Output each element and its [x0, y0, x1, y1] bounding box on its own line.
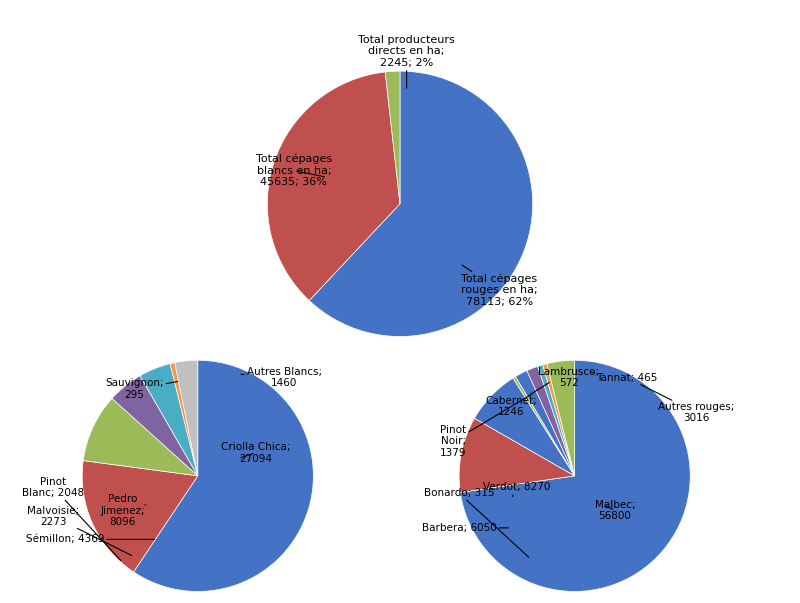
Wedge shape	[83, 399, 198, 476]
Wedge shape	[542, 364, 574, 476]
Wedge shape	[140, 364, 198, 476]
Wedge shape	[515, 371, 574, 476]
Wedge shape	[547, 361, 574, 476]
Text: Total cépages
rouges en ha;
78113; 62%: Total cépages rouges en ha; 78113; 62%	[461, 265, 538, 307]
Wedge shape	[170, 362, 198, 476]
Text: Malbec;
56800: Malbec; 56800	[595, 500, 635, 522]
Text: Cabernet;
1246: Cabernet; 1246	[486, 382, 549, 417]
Text: Malvoisie;
2273: Malvoisie; 2273	[27, 505, 132, 555]
Text: Autres rouges;
3016: Autres rouges; 3016	[641, 385, 734, 423]
Wedge shape	[513, 376, 574, 476]
Wedge shape	[112, 376, 198, 476]
Text: Tannat; 465: Tannat; 465	[591, 372, 658, 383]
Text: Lambrusco;
572: Lambrusco; 572	[538, 367, 599, 388]
Wedge shape	[310, 71, 533, 336]
Text: Sémillon; 4369: Sémillon; 4369	[26, 534, 154, 545]
Wedge shape	[82, 461, 198, 572]
Text: Verdot; 8270: Verdot; 8270	[483, 482, 550, 496]
Text: Barbera; 6050: Barbera; 6050	[422, 523, 508, 533]
Text: Pinot
Blanc; 2048: Pinot Blanc; 2048	[22, 476, 121, 561]
Wedge shape	[474, 378, 574, 476]
Wedge shape	[460, 361, 690, 592]
Wedge shape	[174, 361, 198, 476]
Wedge shape	[385, 71, 400, 204]
Wedge shape	[527, 367, 574, 476]
Text: Criolla Chica;
27094: Criolla Chica; 27094	[221, 442, 290, 464]
Wedge shape	[538, 365, 574, 476]
Text: Autres Blancs;
1460: Autres Blancs; 1460	[241, 367, 322, 388]
Text: Pedro
Jimenez;
8096: Pedro Jimenez; 8096	[100, 494, 146, 527]
Text: Bonardo; 315: Bonardo; 315	[424, 488, 529, 557]
Wedge shape	[134, 361, 314, 592]
Wedge shape	[459, 418, 574, 493]
Wedge shape	[267, 72, 400, 300]
Text: Total producteurs
directs en ha;
2245; 2%: Total producteurs directs en ha; 2245; 2…	[358, 34, 455, 88]
Text: Sauvignon;
295: Sauvignon; 295	[105, 379, 178, 400]
Text: Pinot
Noir;
1379: Pinot Noir; 1379	[440, 394, 532, 458]
Text: Total cépages
blancs en ha;
45635; 36%: Total cépages blancs en ha; 45635; 36%	[256, 154, 332, 188]
